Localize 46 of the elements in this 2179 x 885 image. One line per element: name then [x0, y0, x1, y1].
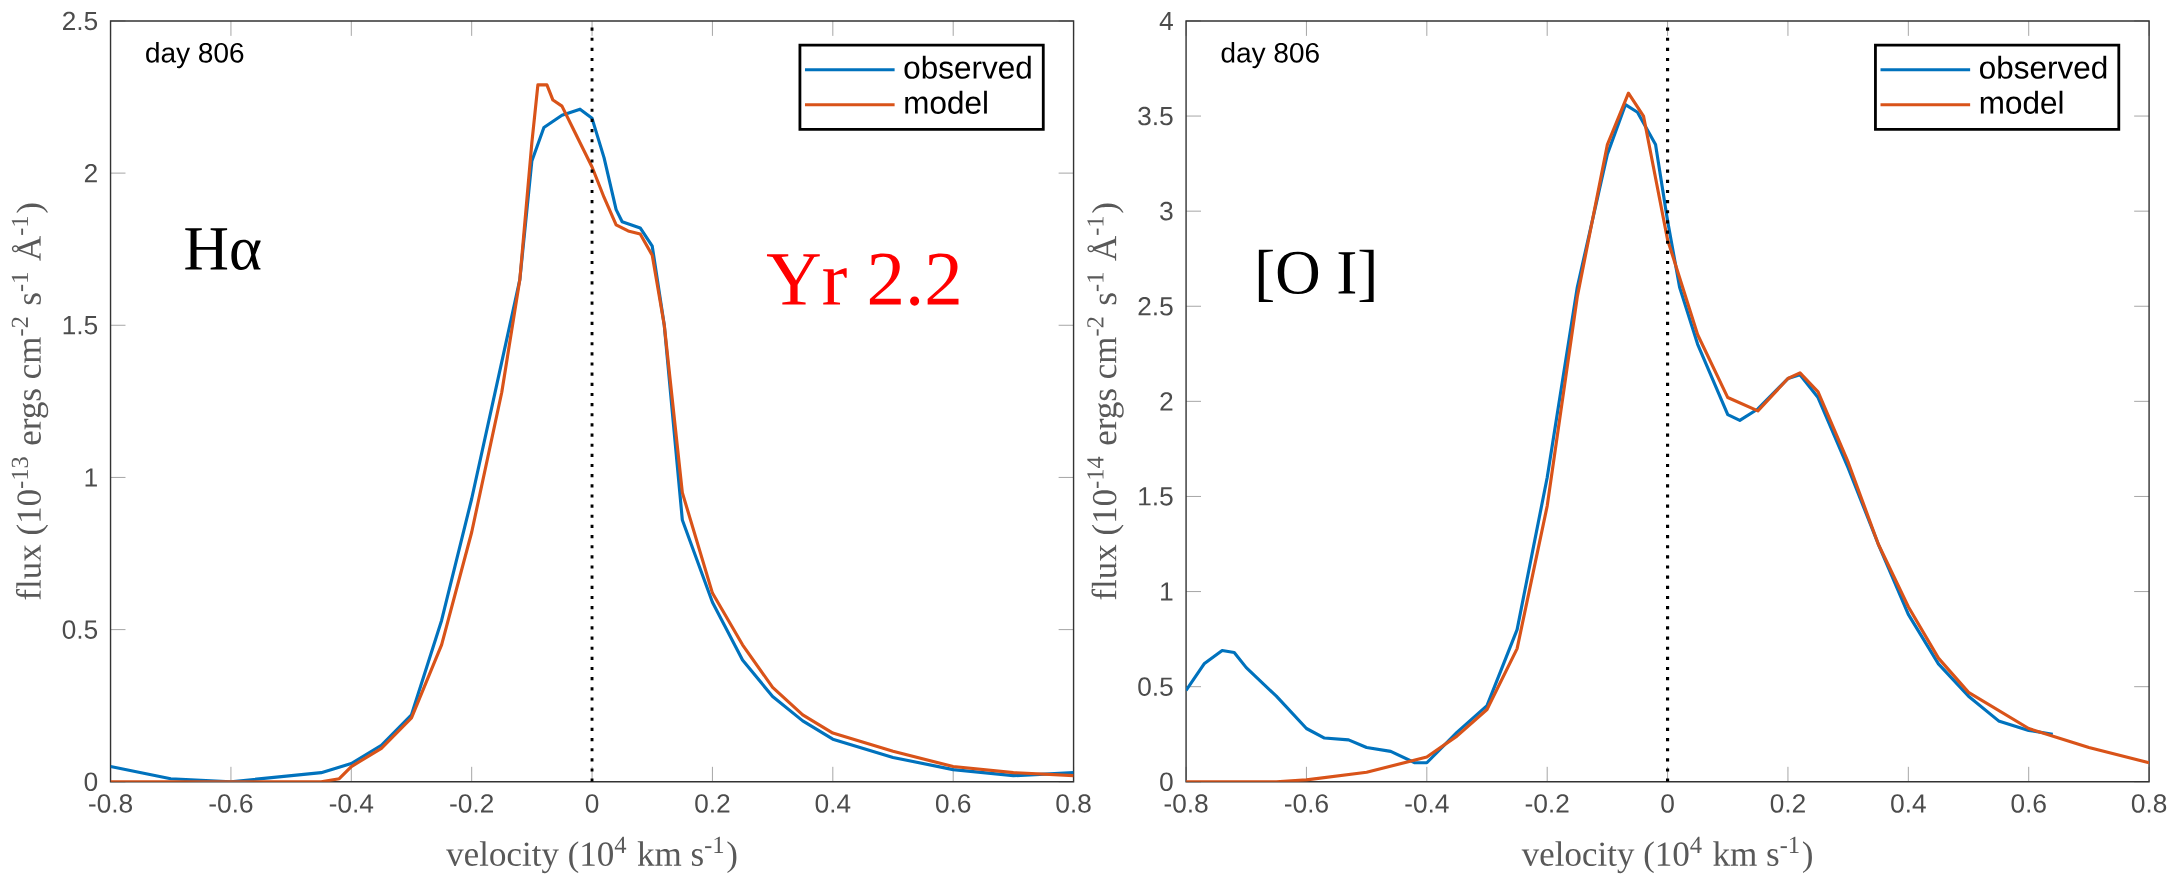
x-axis-title: velocity (10$^{4}$ km s$^{-1}$)	[1521, 836, 1812, 874]
x-tick-label: -0.6	[1284, 794, 1328, 813]
y-tick-label: 0.5	[62, 620, 98, 639]
annotation: Hα	[185, 228, 261, 271]
legend-label: observed	[1980, 55, 2107, 79]
x-tick-label: -0.2	[1525, 794, 1569, 813]
x-tick-label: 0.2	[1770, 794, 1805, 813]
y-tick-label: 4	[1159, 12, 1173, 31]
y-tick-label: 2.5	[1138, 297, 1173, 316]
x-tick-label: 0	[585, 794, 599, 813]
x-tick-label: 0.6	[2011, 794, 2046, 813]
x-tick-label: 0.4	[815, 794, 851, 813]
y-tick-label: 2	[84, 164, 97, 183]
text: flux (10$^{-14}$ ergs cm$^{-2}$ s$^{-1}$ Å$^{-1}$)	[1087, 203, 1124, 600]
y-tick-label: 0.5	[1138, 677, 1173, 697]
x-tick-label: 0.8	[2131, 794, 2167, 813]
x-tick-label: 0.4	[1891, 794, 1926, 813]
y-tick-label: 3.5	[1138, 106, 1173, 126]
x-tick-label: -0.8	[89, 794, 133, 813]
legend-label: observed	[904, 55, 1031, 79]
x-tick-label: 0.6	[935, 794, 971, 813]
x-tick-label: 0.8	[1056, 794, 1091, 813]
x-tick-label: -0.6	[209, 794, 253, 813]
legend-label: model	[905, 90, 987, 114]
y-tick-label: 0	[1160, 772, 1173, 792]
x-tick-label: 0	[1661, 794, 1674, 813]
annotation: day 806	[1221, 42, 1319, 69]
y-tick-label: 0	[84, 772, 98, 792]
x-tick-label: -0.4	[329, 794, 374, 813]
x-tick-label: -0.8	[1164, 794, 1208, 813]
x-axis-title: velocity (10$^{4}$ km s$^{-1}$)	[446, 836, 737, 874]
y-tick-label: 2	[1160, 392, 1173, 411]
y-tick-label: 1.5	[63, 316, 98, 335]
x-tick-label: -0.4	[1405, 794, 1449, 813]
annotation: day 806	[146, 42, 244, 69]
x-tick-label: -0.2	[450, 794, 493, 813]
y-tick-label: 1	[1161, 582, 1173, 601]
y-tick-label: 1	[85, 468, 97, 487]
y-tick-label: 2.5	[63, 11, 98, 31]
y-tick-label: 3	[1160, 201, 1173, 221]
legend-label: model	[1980, 90, 2063, 114]
x-tick-label: 0.2	[695, 794, 730, 813]
y-tick-label: 1.5	[1139, 487, 1173, 506]
text: flux (10$^{-13}$ ergs cm$^{-2}$ s$^{-1}$ Å$^{-1}$)	[11, 203, 49, 600]
annotation: [O I]	[1258, 249, 1374, 302]
annotation: Yr 2.2	[766, 253, 959, 306]
